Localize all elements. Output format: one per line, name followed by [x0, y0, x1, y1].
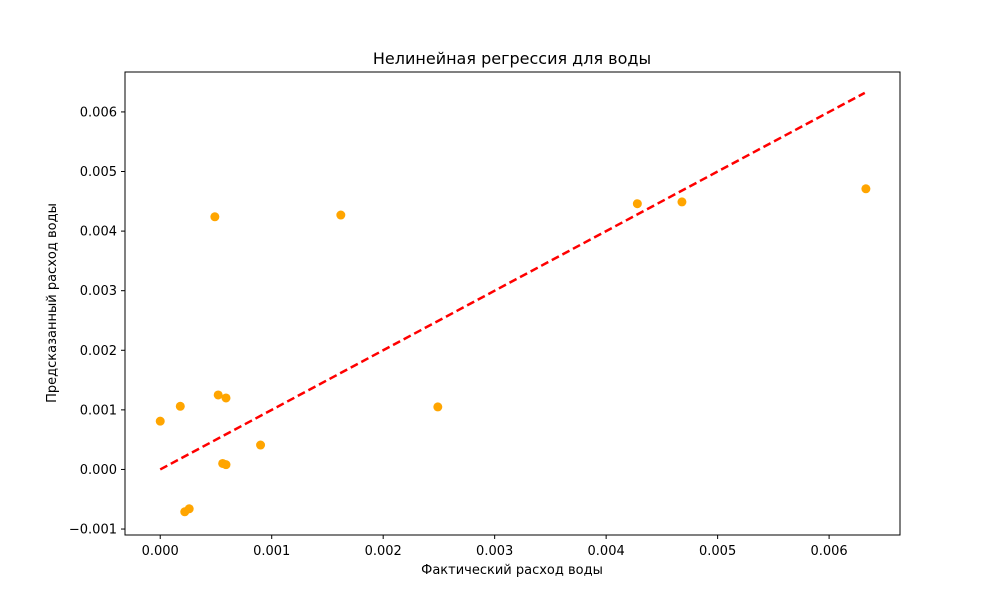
y-tick-label: 0.006	[80, 105, 117, 120]
reference-line	[159, 91, 866, 471]
y-axis-label: Предсказанный расход воды	[45, 203, 60, 403]
scatter-point	[336, 210, 346, 220]
y-tick-label: 0.001	[80, 403, 117, 418]
chart-title: Нелинейная регрессия для воды	[373, 49, 651, 68]
x-tick-label: 0.005	[699, 544, 736, 559]
scatter-point	[861, 184, 871, 194]
x-tick-label: 0.006	[810, 544, 847, 559]
y-tick-label: 0.002	[80, 344, 117, 359]
scatter-point	[155, 416, 165, 426]
scatter-point	[175, 401, 185, 411]
scatter-point	[433, 402, 443, 412]
scatter-point	[221, 460, 231, 470]
scatter-point	[213, 390, 223, 400]
x-tick-label: 0.002	[365, 544, 402, 559]
x-axis-label: Фактический расход воды	[421, 563, 603, 578]
x-tick-label: 0.001	[253, 544, 290, 559]
y-tick-label: 0.004	[80, 225, 117, 240]
scatter-point	[184, 504, 194, 514]
axes-frame	[124, 71, 901, 536]
scatter-point	[677, 197, 687, 207]
scatter-point	[632, 199, 642, 209]
y-tick-label: 0.003	[80, 284, 117, 299]
plot-area: 0.000 0.001 0.002 0.003 0.004 0.005 0.006 −0.00…	[69, 71, 901, 559]
y-tick-label: 0.000	[80, 463, 117, 478]
x-tick-label: 0.003	[476, 544, 513, 559]
x-tick-label: 0.000	[142, 544, 179, 559]
scatter-point	[256, 440, 266, 450]
y-tick-label: 0.005	[80, 165, 117, 180]
scatter-point	[221, 393, 231, 403]
y-tick-label: −0.001	[69, 523, 117, 538]
x-tick-label: 0.004	[588, 544, 625, 559]
scatter-point	[210, 212, 220, 222]
